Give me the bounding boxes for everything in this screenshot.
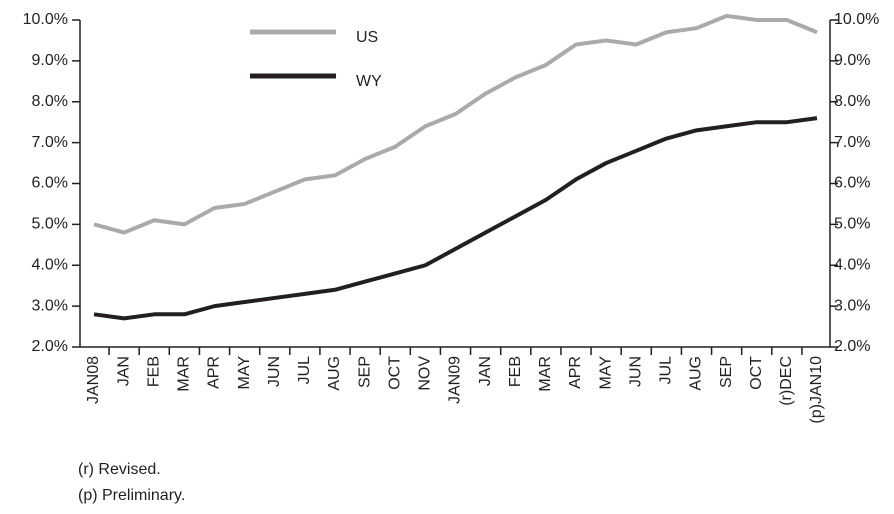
- y-tick-label: 6.0%: [32, 175, 68, 192]
- y-tick-label: 9.0%: [32, 52, 68, 69]
- y2-tick-label: 6.0%: [834, 175, 870, 192]
- y2-tick-label: 2.0%: [834, 338, 870, 355]
- series-line: [93, 116, 818, 321]
- y2-tick-label: 3.0%: [834, 297, 870, 314]
- x-tick-label: JAN08: [85, 356, 102, 404]
- series-line: [93, 13, 818, 235]
- y-tick-label: 10.0%: [23, 11, 68, 28]
- x-tick-label: APR: [206, 356, 223, 389]
- note: (r) Revised.: [78, 461, 161, 478]
- x-tick-label: JUN: [266, 356, 283, 387]
- x-tick-label: MAR: [176, 356, 193, 392]
- x-tick-label: JUN: [627, 356, 644, 387]
- x-tick-label: APR: [567, 356, 584, 389]
- x-tick-label: (r)DEC: [778, 356, 795, 406]
- x-tick-label: MAR: [537, 356, 554, 392]
- legend-label: WY: [356, 73, 382, 90]
- x-tick-label: AUG: [326, 356, 343, 391]
- y2-tick-label: 4.0%: [834, 256, 870, 273]
- y2-tick-label: 10.0%: [834, 11, 879, 28]
- y2-tick-label: 5.0%: [834, 216, 870, 233]
- y-tick-label: 3.0%: [32, 297, 68, 314]
- x-tick-label: NOV: [417, 356, 434, 391]
- x-tick-label: JUL: [296, 356, 313, 385]
- x-tick-label: SEP: [356, 356, 373, 388]
- x-tick-label: OCT: [386, 356, 403, 390]
- y2-tick-label: 7.0%: [834, 134, 870, 151]
- x-tick-label: MAY: [236, 356, 253, 390]
- x-tick-label: JAN09: [447, 356, 464, 404]
- y-tick-label: 8.0%: [32, 93, 68, 110]
- note: (p) Preliminary.: [78, 487, 185, 504]
- x-tick-label: OCT: [748, 356, 765, 390]
- y2-tick-label: 9.0%: [834, 52, 870, 69]
- y2-tick-label: 8.0%: [834, 93, 870, 110]
- x-tick-label: JAN: [115, 356, 132, 386]
- x-tick-label: FEB: [507, 356, 524, 387]
- y-tick-label: 4.0%: [32, 256, 68, 273]
- x-tick-label: (p)JAN10: [808, 356, 825, 424]
- x-tick-label: JAN: [477, 356, 494, 386]
- legend-label: US: [356, 29, 378, 46]
- x-tick-label: MAY: [597, 356, 614, 390]
- x-tick-label: FEB: [145, 356, 162, 387]
- x-tick-label: SEP: [718, 356, 735, 388]
- x-tick-label: JUL: [658, 356, 675, 385]
- y-tick-label: 5.0%: [32, 216, 68, 233]
- x-tick-label: AUG: [688, 356, 705, 391]
- y-tick-label: 7.0%: [32, 134, 68, 151]
- y-tick-label: 2.0%: [32, 338, 68, 355]
